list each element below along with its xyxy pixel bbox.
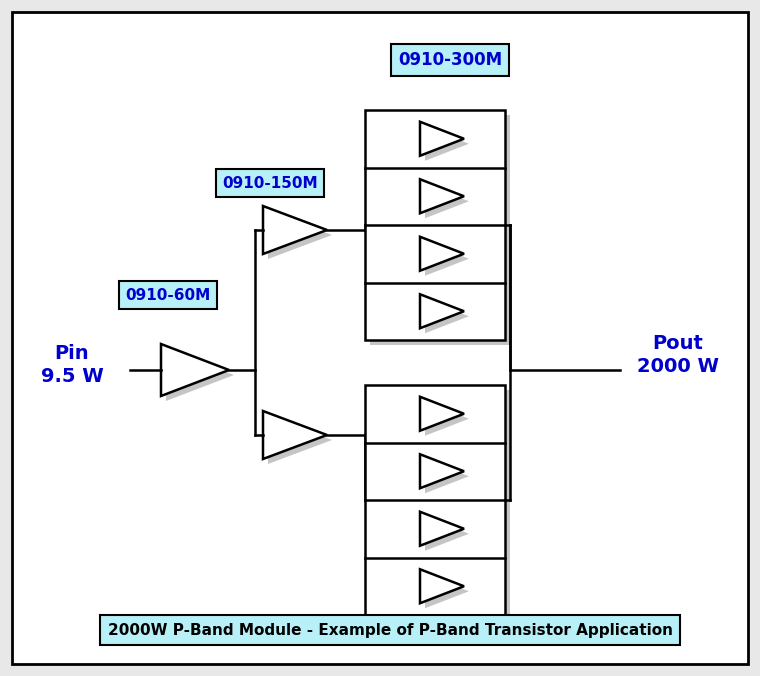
Polygon shape	[425, 127, 469, 161]
Polygon shape	[425, 459, 469, 493]
Text: 0910-60M: 0910-60M	[125, 287, 211, 302]
Text: 0910-150M: 0910-150M	[222, 176, 318, 191]
Text: 2000W P-Band Module - Example of P-Band Transistor Application: 2000W P-Band Module - Example of P-Band …	[107, 623, 673, 637]
Polygon shape	[425, 402, 469, 436]
Polygon shape	[425, 242, 469, 276]
Polygon shape	[370, 390, 510, 620]
Polygon shape	[420, 512, 464, 546]
Polygon shape	[420, 569, 464, 603]
Polygon shape	[420, 237, 464, 271]
Polygon shape	[425, 185, 469, 218]
Polygon shape	[425, 516, 469, 551]
Text: Pin
9.5 W: Pin 9.5 W	[40, 344, 103, 386]
Polygon shape	[425, 299, 469, 333]
Polygon shape	[425, 574, 469, 608]
Polygon shape	[268, 416, 332, 464]
Text: 0910-300M: 0910-300M	[398, 51, 502, 69]
Polygon shape	[263, 206, 327, 254]
Polygon shape	[263, 411, 327, 459]
FancyBboxPatch shape	[12, 12, 748, 664]
Polygon shape	[420, 397, 464, 431]
Polygon shape	[420, 294, 464, 329]
Polygon shape	[268, 211, 332, 259]
Polygon shape	[420, 122, 464, 155]
FancyBboxPatch shape	[365, 110, 505, 340]
FancyBboxPatch shape	[365, 385, 505, 615]
Polygon shape	[420, 454, 464, 488]
Text: Pout
2000 W: Pout 2000 W	[637, 334, 719, 377]
Polygon shape	[420, 179, 464, 213]
Polygon shape	[370, 115, 510, 345]
Polygon shape	[166, 349, 234, 401]
Polygon shape	[161, 344, 229, 396]
